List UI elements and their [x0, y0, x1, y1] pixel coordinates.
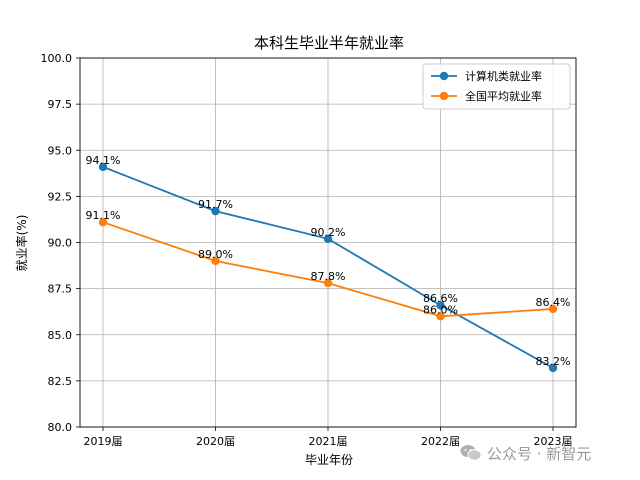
data-point [323, 278, 333, 288]
data-label: 91.1% [86, 209, 121, 222]
y-tick-label: 90.0 [48, 237, 73, 250]
x-axis-label: 毕业年份 [305, 453, 353, 467]
x-tick-label: 2019届 [84, 435, 123, 448]
legend-marker-2 [439, 91, 449, 101]
x-tick-label: 2023届 [534, 435, 573, 448]
data-point [98, 218, 108, 227]
data-label: 86.4% [536, 296, 571, 309]
y-tick-label: 100.0 [41, 52, 73, 65]
data-point [548, 304, 558, 314]
watermark: 公众号 · 新智元 [460, 442, 591, 464]
data-point [436, 312, 445, 321]
plot-frame [79, 57, 577, 428]
legend-label-1: 计算机类就业率 [465, 69, 542, 83]
data-point [211, 206, 220, 216]
y-tick-label: 82.5 [48, 375, 73, 388]
wechat-icon [460, 445, 482, 461]
watermark-text: 公众号 · 新智元 [487, 444, 592, 463]
series-group: 94.1% 91.7% 90.2% 86.6% 83.2% 91.1% 89.0% 87.8%… [86, 154, 571, 373]
y-tick-label: 80.0 [48, 421, 73, 434]
y-tick-label: 87.5 [48, 283, 73, 296]
data-label: 91.7% [198, 198, 233, 211]
axes: 80.0 82.5 85.0 87.5 90.0 92.5 95.0 97.5 100.0 201… [41, 52, 577, 448]
y-tick-label: 97.5 [48, 98, 73, 111]
legend-label-2: 全国平均就业率 [465, 89, 542, 103]
y-axis-label: 就业率(%) [14, 215, 29, 272]
legend-box [422, 63, 571, 110]
x-tick-label: 2021届 [309, 435, 348, 448]
chart-title: 本科生毕业半年就业率 [254, 34, 404, 52]
data-point [98, 162, 108, 172]
x-tick-label: 2020届 [196, 435, 235, 448]
y-tick-label: 95.0 [48, 144, 73, 157]
data-label: 87.8% [311, 270, 346, 283]
data-point [323, 234, 333, 244]
y-tick-label: 92.5 [48, 190, 73, 203]
data-point [548, 363, 558, 373]
x-tick-label: 2022届 [421, 435, 460, 448]
data-point [211, 256, 220, 266]
data-label: 90.2% [311, 226, 346, 239]
data-label: 86.6% [423, 292, 458, 305]
data-label: 94.1% [86, 154, 121, 167]
data-label: 83.2% [536, 355, 571, 368]
y-tick-label: 85.0 [48, 329, 73, 342]
legend-marker-1 [439, 71, 449, 81]
data-point [436, 301, 445, 310]
data-label: 86.0% [423, 303, 458, 316]
data-label: 89.0% [198, 248, 233, 261]
